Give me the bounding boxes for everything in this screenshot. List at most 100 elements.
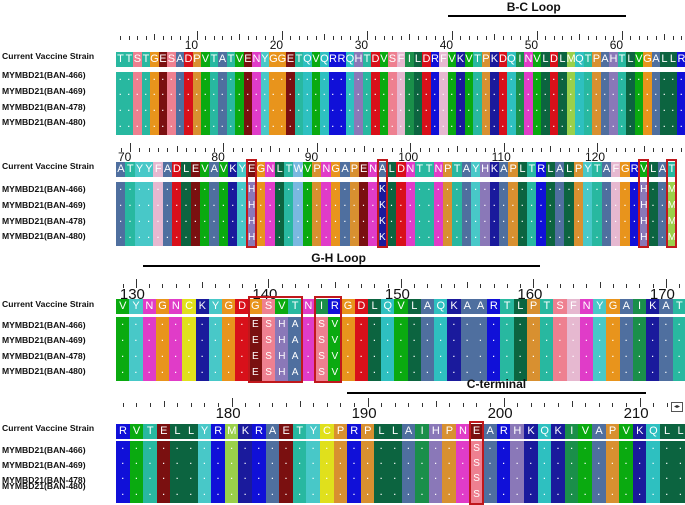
ruler-tick: [205, 148, 206, 152]
identity-dot: ·: [293, 471, 307, 487]
sample-label: MYMBD21(BAN-466): [2, 320, 86, 330]
residue-cell: P: [442, 424, 456, 439]
residue-cell: P: [527, 299, 541, 314]
ruler-tick: [321, 284, 322, 288]
identity-dot: ·: [424, 198, 434, 214]
identity-dot: ·: [312, 214, 322, 230]
identity-dot: ·: [593, 365, 607, 381]
identity-dot: ·: [538, 456, 552, 472]
identity-dot: ·: [181, 198, 191, 214]
residue-cell: C: [182, 299, 196, 314]
ruler-tick: [202, 282, 203, 288]
identity-dot: ·: [275, 214, 285, 230]
mutation-highlight-box: [377, 159, 388, 248]
identity-dot: ·: [497, 441, 511, 457]
ruler-tick: [547, 284, 548, 288]
identity-dot: ·: [527, 182, 537, 198]
identity-dot: ·: [500, 349, 514, 365]
identity-dot: ·: [602, 198, 612, 214]
ruler-tick: [418, 36, 419, 40]
identity-dot: ·: [659, 333, 673, 349]
identity-dot: ·: [578, 471, 592, 487]
ruler-tick: [578, 148, 579, 152]
ruler-tick: [191, 403, 192, 407]
scroll-arrows-icon[interactable]: ◂▸: [671, 402, 683, 412]
residue-cell: T: [143, 424, 157, 439]
ruler-tick: [373, 148, 374, 152]
residue-cell: D: [355, 299, 369, 314]
residue-cell: G: [256, 162, 266, 177]
identity-dot: ·: [415, 198, 425, 214]
identity-dot: ·: [620, 230, 630, 246]
residue-cell: K: [228, 162, 238, 177]
ruler-tick: [163, 36, 164, 40]
identity-dot: ·: [163, 230, 173, 246]
residue-cell: T: [424, 162, 434, 177]
ruler-tick: [298, 148, 299, 152]
identity-dot: ·: [434, 365, 448, 381]
ruler-tick: [545, 36, 546, 40]
identity-dot: ·: [209, 365, 223, 381]
identity-dot: ·: [443, 230, 453, 246]
residue-cell: P: [606, 424, 620, 439]
ruler-tick: [605, 36, 606, 40]
identity-dot: ·: [518, 182, 528, 198]
identity-dot: ·: [497, 471, 511, 487]
identity-dot: ·: [238, 471, 252, 487]
identity-dot: ·: [284, 198, 294, 214]
identity-dot: ·: [321, 182, 331, 198]
ruler-tick: [625, 148, 626, 152]
identity-dot: ·: [211, 456, 225, 472]
ruler-tick: [522, 148, 523, 152]
identity-dot: ·: [163, 198, 173, 214]
identity-dot: ·: [461, 317, 475, 333]
identity-dot: ·: [331, 230, 341, 246]
identity-dot: ·: [580, 365, 594, 381]
ruler-tick: [251, 148, 252, 152]
identity-dot: ·: [293, 456, 307, 472]
identity-dot: ·: [490, 198, 500, 214]
identity-dot: ·: [510, 441, 524, 457]
identity-dot: ·: [153, 198, 163, 214]
identity-dot: ·: [565, 471, 579, 487]
ruler-tick: [222, 36, 223, 40]
residue-cell: G: [156, 299, 170, 314]
identity-dot: ·: [388, 441, 402, 457]
residue-cell: I: [633, 299, 647, 314]
ruler-tick: [639, 284, 640, 288]
ruler-tick: [494, 34, 495, 40]
identity-dot: ·: [611, 214, 621, 230]
residue-cell: E: [359, 162, 369, 177]
identity-dot: ·: [284, 214, 294, 230]
residue-cell: A: [266, 424, 280, 439]
ruler-tick: [395, 403, 396, 407]
ruler-tick: [401, 36, 402, 40]
identity-dot: ·: [633, 456, 647, 472]
identity-dot: ·: [592, 456, 606, 472]
identity-dot: ·: [341, 317, 355, 333]
identity-dot: ·: [320, 471, 334, 487]
ruler-tick: [204, 403, 205, 407]
identity-dot: ·: [406, 198, 416, 214]
identity-dot: ·: [461, 333, 475, 349]
ruler-tick: [606, 148, 607, 152]
identity-dot: ·: [125, 230, 135, 246]
identity-dot: ·: [452, 214, 462, 230]
residue-cell: S: [553, 299, 567, 314]
identity-dot: ·: [648, 182, 658, 198]
identity-dot: ·: [674, 441, 685, 457]
identity-dot: ·: [116, 441, 130, 457]
residue-cell: P: [312, 162, 322, 177]
identity-dot: ·: [135, 214, 145, 230]
ruler-tick: [177, 403, 178, 407]
residue-cell: G: [331, 162, 341, 177]
identity-dot: ·: [387, 230, 397, 246]
residue-cell: Y: [198, 424, 212, 439]
ruler-tick: [457, 146, 458, 152]
identity-dot: ·: [169, 333, 183, 349]
ruler-tick: [644, 146, 645, 152]
residue-cell: L: [374, 424, 388, 439]
residue-cell: V: [219, 162, 229, 177]
identity-dot: ·: [567, 333, 581, 349]
identity-dot: ·: [620, 333, 634, 349]
